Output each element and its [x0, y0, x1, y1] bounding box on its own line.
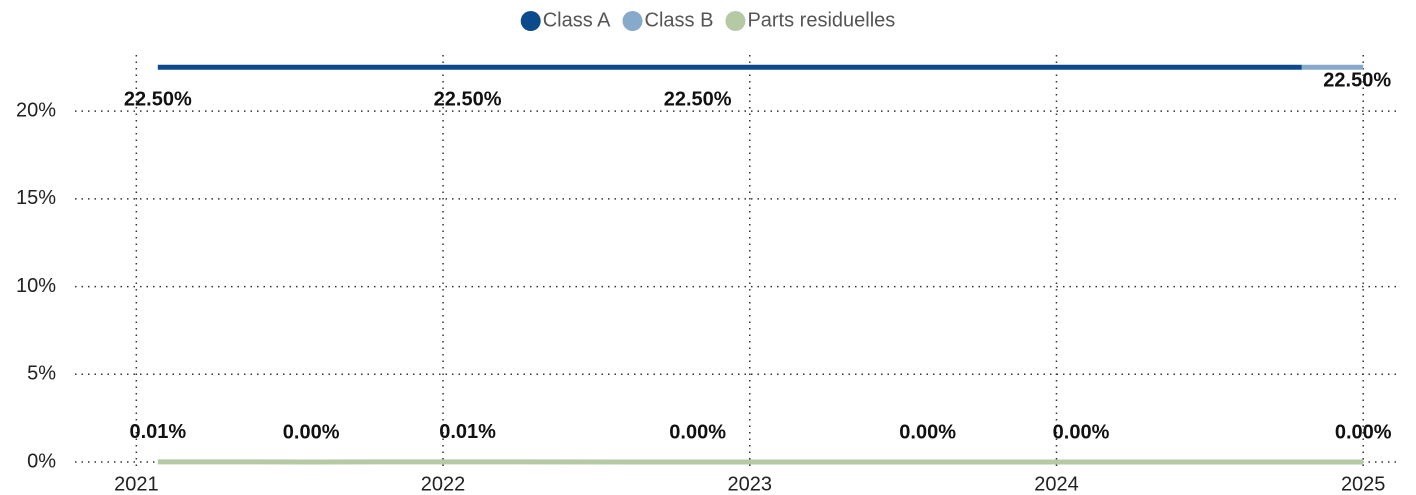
y-tick-label: 10%	[16, 275, 56, 297]
data-label: 0.00%	[669, 421, 726, 443]
legend-label: Parts residuelles	[747, 9, 895, 31]
y-tick-label: 0%	[27, 450, 56, 472]
legend-swatch	[520, 11, 541, 31]
legend-swatch	[725, 11, 746, 31]
x-tick-label: 2023	[728, 473, 773, 495]
y-tick-label: 15%	[16, 187, 56, 209]
data-label: 22.50%	[124, 89, 192, 111]
legend-label: Class A	[543, 9, 611, 31]
legend-label: Class B	[645, 9, 714, 31]
x-tick-label: 2025	[1341, 473, 1386, 495]
data-label: 22.50%	[664, 89, 732, 111]
legend-swatch	[622, 11, 643, 31]
legend-item: Class B	[622, 9, 714, 31]
data-label: 0.01%	[129, 421, 186, 443]
y-tick-label: 20%	[16, 99, 56, 121]
data-label: 22.50%	[434, 89, 502, 111]
data-label: 0.01%	[439, 421, 496, 443]
legend: Class A Class B Parts residuelles	[520, 9, 895, 31]
data-label: 22.50%	[1323, 70, 1391, 92]
x-tick-label: 2021	[114, 473, 159, 495]
y-tick-label: 5%	[27, 363, 56, 385]
data-label: 0.00%	[899, 421, 956, 443]
data-label: 0.00%	[283, 421, 340, 443]
data-label: 0.00%	[1053, 421, 1110, 443]
data-label: 0.00%	[1335, 421, 1392, 443]
x-tick-label: 2022	[421, 473, 466, 495]
legend-item: Class A	[520, 9, 611, 31]
legend-item: Parts residuelles	[725, 9, 895, 31]
x-tick-label: 2024	[1034, 473, 1079, 495]
